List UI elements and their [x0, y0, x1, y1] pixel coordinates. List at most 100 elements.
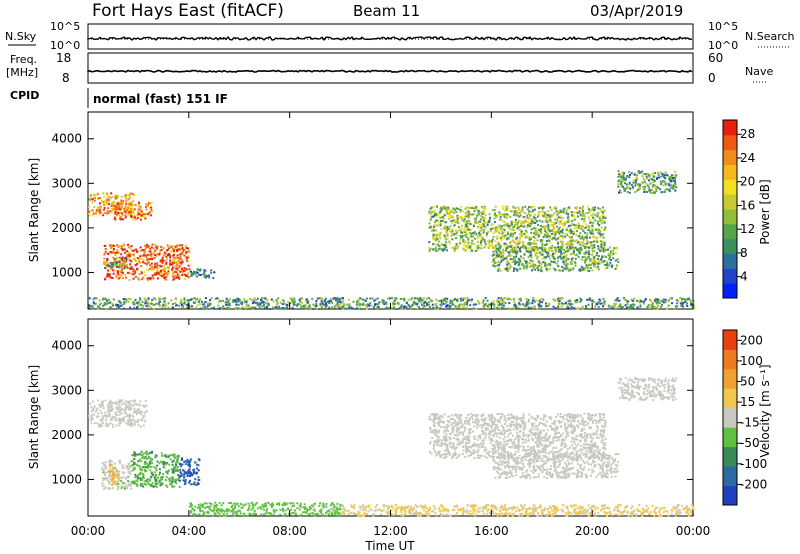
data-cell [101, 402, 104, 405]
data-cell [124, 196, 127, 198]
data-cell [657, 186, 660, 189]
data-cell [449, 299, 452, 302]
data-cell [528, 243, 531, 246]
data-cell [456, 217, 459, 220]
data-cell [435, 214, 437, 217]
data-cell [491, 240, 494, 243]
data-cell [138, 203, 141, 205]
data-cell [108, 464, 111, 467]
data-cell [457, 208, 460, 210]
data-cell [673, 177, 676, 180]
data-cell [578, 211, 581, 214]
data-cell [645, 176, 648, 179]
data-cell [495, 261, 498, 264]
data-cell [560, 219, 563, 222]
data-cell [155, 485, 158, 488]
data-cell [170, 263, 173, 266]
data-cell [456, 214, 459, 217]
data-cell [204, 269, 207, 272]
data-cell [455, 243, 458, 246]
data-cell [88, 414, 90, 417]
data-cell [130, 421, 133, 423]
data-cell [671, 187, 674, 190]
data-cell [690, 305, 693, 308]
data-cell [446, 211, 449, 214]
data-cell [139, 404, 142, 407]
data-cell [142, 276, 145, 279]
data-cell [541, 239, 544, 242]
data-cell [116, 304, 119, 307]
data-cell [176, 248, 178, 251]
data-cell [635, 180, 638, 183]
freq-tick-bottom: 8 [62, 71, 70, 85]
data-cell [557, 250, 560, 253]
data-cell [651, 185, 654, 188]
data-cell [241, 301, 244, 304]
data-cell [551, 238, 554, 241]
data-cell [185, 274, 188, 277]
data-cell [617, 175, 620, 178]
data-cell [460, 236, 463, 239]
data-cell [528, 236, 531, 239]
data-cell [119, 217, 122, 220]
data-cell [563, 222, 566, 225]
data-cell [480, 247, 483, 250]
data-cell [600, 258, 602, 261]
data-cell [541, 210, 544, 213]
data-cell [670, 183, 673, 186]
data-cell [513, 250, 516, 253]
data-cell [532, 242, 535, 245]
data-cell [161, 454, 163, 457]
data-cell [420, 301, 423, 304]
velocity-heatmap [88, 377, 695, 518]
data-cell [251, 299, 254, 302]
data-cell [160, 245, 163, 248]
data-cell [145, 203, 147, 206]
data-cell [133, 216, 136, 219]
data-cell [553, 268, 556, 271]
data-cell [109, 210, 112, 213]
data-cell [548, 214, 551, 217]
data-cell [129, 473, 132, 476]
data-cell [176, 455, 179, 458]
data-cell [543, 248, 546, 251]
data-cell [499, 218, 502, 221]
data-cell [430, 212, 433, 215]
data-cell [454, 305, 457, 307]
data-cell [258, 305, 261, 308]
data-cell [535, 253, 538, 256]
data-cell [478, 234, 481, 237]
data-cell [498, 249, 501, 252]
data-cell [163, 251, 166, 254]
data-cell [620, 184, 623, 187]
data-cell [113, 269, 116, 272]
data-cell [597, 258, 599, 260]
data-cell [108, 460, 111, 463]
data-cell [459, 299, 462, 302]
data-cell [121, 258, 123, 261]
data-cell [692, 307, 695, 310]
data-cell [585, 250, 588, 253]
data-cell [584, 246, 587, 249]
data-cell [469, 228, 472, 231]
data-cell [549, 263, 552, 266]
data-cell [203, 502, 206, 505]
data-cell [237, 300, 240, 303]
data-cell [336, 297, 339, 300]
data-cell [135, 482, 138, 485]
data-cell [513, 300, 516, 303]
data-cell [196, 268, 199, 271]
data-cell [490, 224, 493, 226]
data-cell [517, 246, 520, 249]
data-cell [144, 245, 147, 248]
data-cell [119, 202, 122, 205]
data-cell [548, 216, 551, 219]
data-cell [433, 225, 435, 228]
data-cell [441, 248, 444, 251]
data-cell [97, 197, 100, 200]
data-cell [118, 409, 121, 411]
data-cell [175, 267, 178, 270]
data-cell [189, 470, 191, 473]
data-cell [147, 467, 149, 470]
data-cell [555, 249, 558, 252]
